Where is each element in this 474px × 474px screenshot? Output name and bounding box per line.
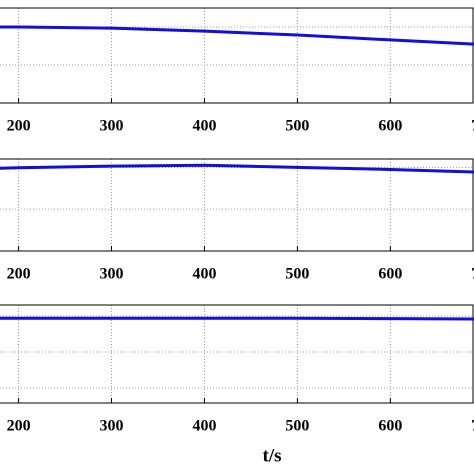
x-tick-label: 500 — [285, 118, 309, 135]
x-tick-label: 700 — [471, 266, 474, 283]
data-line — [0, 25, 474, 46]
axes-frame — [0, 7, 474, 104]
x-tick-label: 600 — [378, 118, 402, 135]
data-line — [0, 316, 474, 321]
x-tick-label: 600 — [378, 266, 402, 283]
x-tick-label: 500 — [285, 266, 309, 283]
x-tick-label: 300 — [100, 418, 124, 435]
x-tick-label: 400 — [192, 118, 216, 135]
x-axis-label: t/s — [263, 445, 282, 466]
x-tick-label: 400 — [192, 418, 216, 435]
x-tick-label: 400 — [192, 266, 216, 283]
x-tick-label: 700 — [471, 118, 474, 135]
x-tick-label: 200 — [7, 266, 31, 283]
axes-frame — [0, 304, 474, 404]
x-tick-label: 500 — [285, 418, 309, 435]
x-tick-label: 600 — [378, 418, 402, 435]
x-tick-label: 200 — [7, 118, 31, 135]
x-tick-label: 200 — [7, 418, 31, 435]
axes-frame — [0, 158, 474, 252]
x-tick-label: 300 — [100, 266, 124, 283]
x-tick-label: 300 — [100, 118, 124, 135]
data-line — [0, 163, 474, 174]
x-tick-label: 700 — [471, 418, 474, 435]
